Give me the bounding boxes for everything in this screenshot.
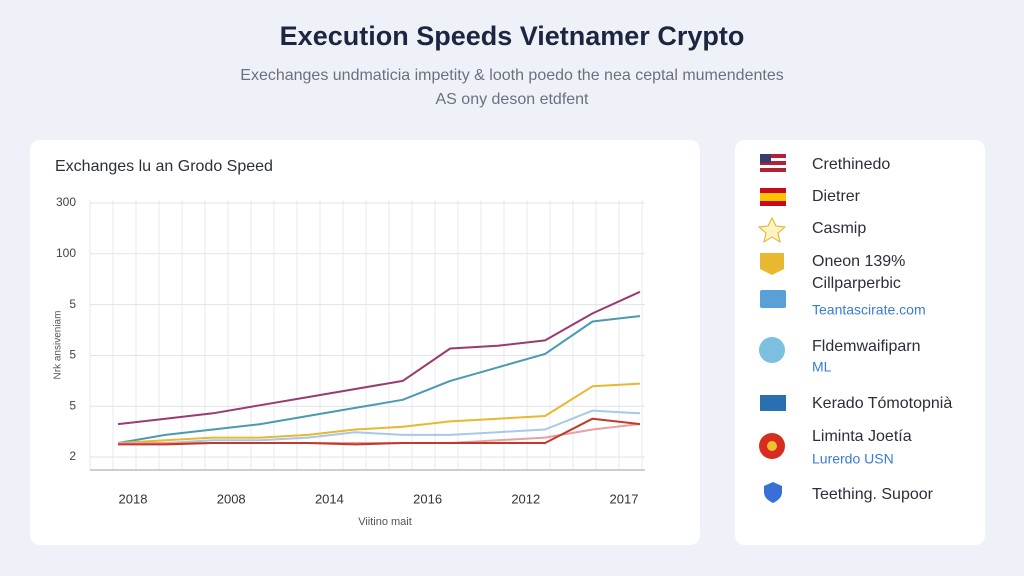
subtitle: Exechanges undmaticia impetity & looth p… [240, 67, 783, 84]
x-tick-label: 2008 [217, 491, 246, 506]
y-axis-label: Nrk ansiveniam [53, 311, 64, 380]
legend-icons [757, 154, 787, 503]
icon [760, 193, 786, 201]
icon [767, 441, 777, 451]
x-tick-label: 2018 [119, 491, 148, 506]
legend-text: ML [812, 359, 832, 375]
icon [759, 337, 785, 363]
icon [760, 154, 771, 163]
legend-text: Crethinedo [812, 156, 890, 173]
legend-text: Liminta Joetía [812, 428, 912, 445]
legend-text: Lurerdo USN [812, 451, 894, 467]
y-tick-label: 5 [69, 398, 76, 412]
legend-card [735, 140, 985, 545]
y-tick-label: 5 [69, 297, 76, 311]
y-tick-label: 5 [69, 348, 76, 362]
x-tick-label: 2016 [413, 491, 442, 506]
legend-text: Cillparperbic [812, 275, 901, 292]
legend-text: Kerado Tómotopnià [812, 395, 952, 412]
x-tick-label: 2017 [610, 491, 639, 506]
icon [757, 216, 787, 244]
legend-text: Casmip [812, 220, 866, 237]
icon [760, 290, 786, 308]
series-line [117, 315, 641, 444]
series-line [118, 409, 641, 444]
series-line [117, 382, 641, 444]
legend-text: Fldemwaifiparn [812, 338, 920, 355]
legend-text: Dietrer [812, 188, 861, 205]
legend-text: Teething. Supoor [812, 486, 934, 503]
x-tick-label: 2012 [511, 491, 540, 506]
series-line [118, 417, 641, 446]
y-tick-label: 300 [56, 195, 76, 209]
icon [760, 395, 786, 411]
legend-text: Teantascirate.com [812, 302, 926, 318]
icon [760, 165, 786, 168]
icon [760, 253, 784, 275]
legend-text: Oneon 139% [812, 253, 905, 270]
x-axis-label: Viitino mait [358, 516, 412, 528]
icon [764, 482, 782, 503]
chart-title: Exchanges lu an Grodo Speed [55, 158, 273, 175]
y-tick-label: 100 [56, 246, 76, 260]
icon [760, 158, 786, 161]
series-line [117, 290, 641, 426]
subtitle: AS ony deson etdfent [436, 91, 590, 108]
page-title: Execution Speeds Vietnamer Crypto [280, 21, 745, 51]
x-tick-label: 2014 [315, 491, 344, 506]
chart-card [30, 140, 700, 545]
y-tick-label: 2 [69, 449, 76, 463]
